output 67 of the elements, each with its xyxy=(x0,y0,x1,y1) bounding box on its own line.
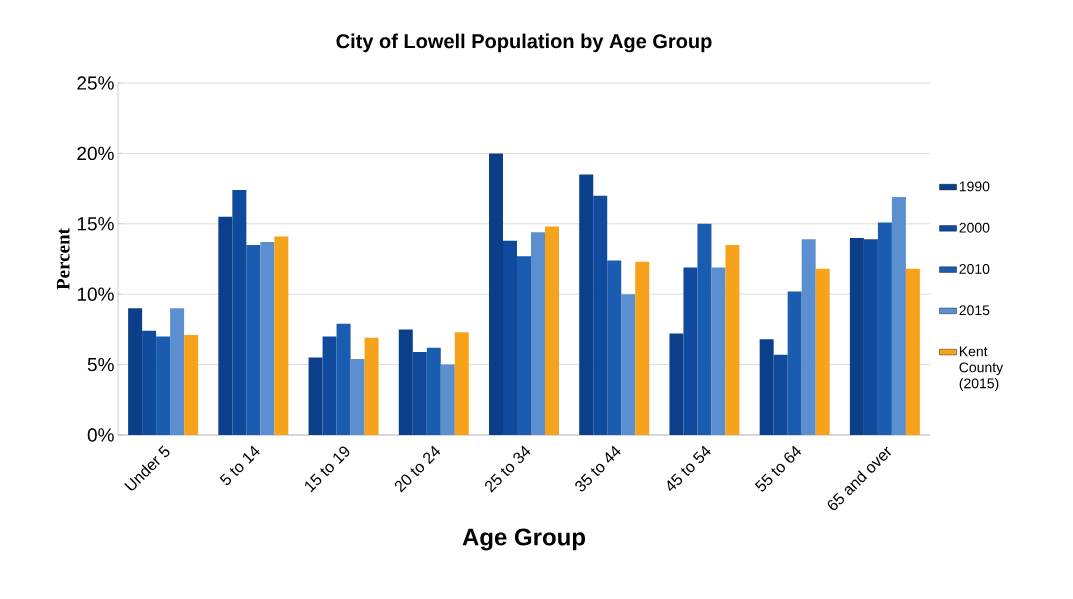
x-tick-label: 65 and over xyxy=(827,446,892,511)
x-tick-label: 55 to 64 xyxy=(754,445,802,492)
bar xyxy=(308,357,323,435)
bar xyxy=(246,244,261,435)
bar xyxy=(683,267,698,435)
bar xyxy=(454,332,469,435)
bar xyxy=(711,267,726,435)
x-tick-label: 45 to 54 xyxy=(667,445,711,491)
x-tick-label: 25 to 34 xyxy=(485,445,531,493)
bar xyxy=(128,308,143,435)
bar xyxy=(815,268,830,435)
bar xyxy=(364,337,379,435)
bar xyxy=(759,339,774,435)
y-tick-label: 10% xyxy=(77,287,114,301)
bar xyxy=(801,239,816,435)
bar xyxy=(489,153,504,435)
chart-title: City of Lowell Population by Age Group xyxy=(336,33,712,53)
bar xyxy=(579,174,594,435)
bar xyxy=(635,261,650,435)
bar xyxy=(503,240,518,435)
x-tick-label: 35 to 44 xyxy=(575,445,621,492)
bar xyxy=(531,232,546,435)
legend-label: 2015 xyxy=(959,305,990,316)
bar xyxy=(593,195,608,435)
bar xyxy=(260,242,275,435)
bar xyxy=(725,244,740,435)
bar xyxy=(170,308,185,435)
bar xyxy=(787,291,802,435)
y-tick-label: 0% xyxy=(87,428,114,442)
bar xyxy=(336,323,351,435)
legend-label: 1990 xyxy=(959,181,990,192)
legend-label: 2000 xyxy=(959,222,990,233)
y-tick-label: 20% xyxy=(77,146,114,161)
bar xyxy=(849,237,864,435)
bar xyxy=(891,197,906,435)
x-tick-label: 15 to 19 xyxy=(305,446,350,493)
bar xyxy=(697,223,712,435)
bar xyxy=(669,333,684,435)
y-axis-title: Percent xyxy=(56,228,70,290)
bar xyxy=(607,260,622,435)
x-tick-label: 5 to 14 xyxy=(219,445,260,486)
bar xyxy=(517,256,531,435)
bar xyxy=(274,236,289,435)
bar xyxy=(621,294,636,435)
y-tick-label: 25% xyxy=(77,76,114,90)
bar xyxy=(232,190,247,435)
bar xyxy=(218,216,233,435)
bar xyxy=(863,239,878,435)
bar xyxy=(398,329,413,435)
bar xyxy=(905,268,920,435)
bar xyxy=(877,222,892,435)
legend-label: Kent County (2015) xyxy=(959,346,1004,392)
x-tick-label: 20 to 24 xyxy=(394,445,441,493)
bar xyxy=(440,364,455,435)
bar xyxy=(412,351,427,435)
legend-label: 2010 xyxy=(959,263,990,274)
y-tick-label: 5% xyxy=(87,357,114,372)
bar xyxy=(184,335,199,435)
bar xyxy=(142,330,157,435)
bar xyxy=(322,336,337,435)
bar xyxy=(426,347,441,435)
y-tick-label: 15% xyxy=(77,217,114,231)
bar xyxy=(773,354,788,435)
bar xyxy=(350,358,365,435)
x-axis-title: Age Group xyxy=(462,528,585,551)
bar xyxy=(545,226,560,435)
bar xyxy=(156,336,171,435)
